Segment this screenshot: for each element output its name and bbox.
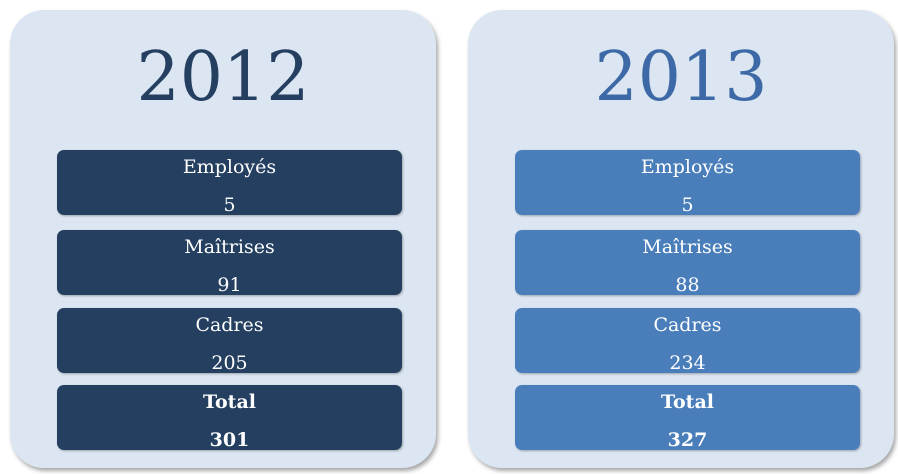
category-box: Employés 5 (515, 150, 860, 215)
category-box: Maîtrises 91 (57, 230, 402, 295)
category-label: Total (203, 391, 256, 413)
category-label: Cadres (653, 314, 722, 336)
category-label: Cadres (195, 314, 264, 336)
category-value: 5 (681, 194, 694, 215)
category-box: Cadres 234 (515, 308, 860, 373)
year-panel: 2013 Employés 5 Maîtrises 88 Cadres 234 Total 32… (468, 10, 894, 468)
category-value: 327 (667, 429, 708, 450)
category-label: Employés (640, 156, 735, 178)
category-value: 301 (209, 429, 250, 450)
year-title: 2012 (136, 38, 310, 117)
category-label: Maîtrises (642, 236, 733, 258)
total-box: Total 327 (515, 385, 860, 450)
year-title: 2013 (594, 38, 768, 117)
category-value: 205 (211, 352, 248, 373)
total-box: Total 301 (57, 385, 402, 450)
category-value: 88 (675, 274, 700, 295)
category-box: Employés 5 (57, 150, 402, 215)
category-value: 5 (223, 194, 236, 215)
category-value: 91 (217, 274, 242, 295)
category-box: Maîtrises 88 (515, 230, 860, 295)
category-box: Cadres 205 (57, 308, 402, 373)
category-label: Employés (182, 156, 277, 178)
category-value: 234 (669, 352, 706, 373)
category-label: Maîtrises (184, 236, 275, 258)
year-panel: 2012 Employés 5 Maîtrises 91 Cadres 205 Total 30… (10, 10, 436, 468)
category-label: Total (661, 391, 714, 413)
